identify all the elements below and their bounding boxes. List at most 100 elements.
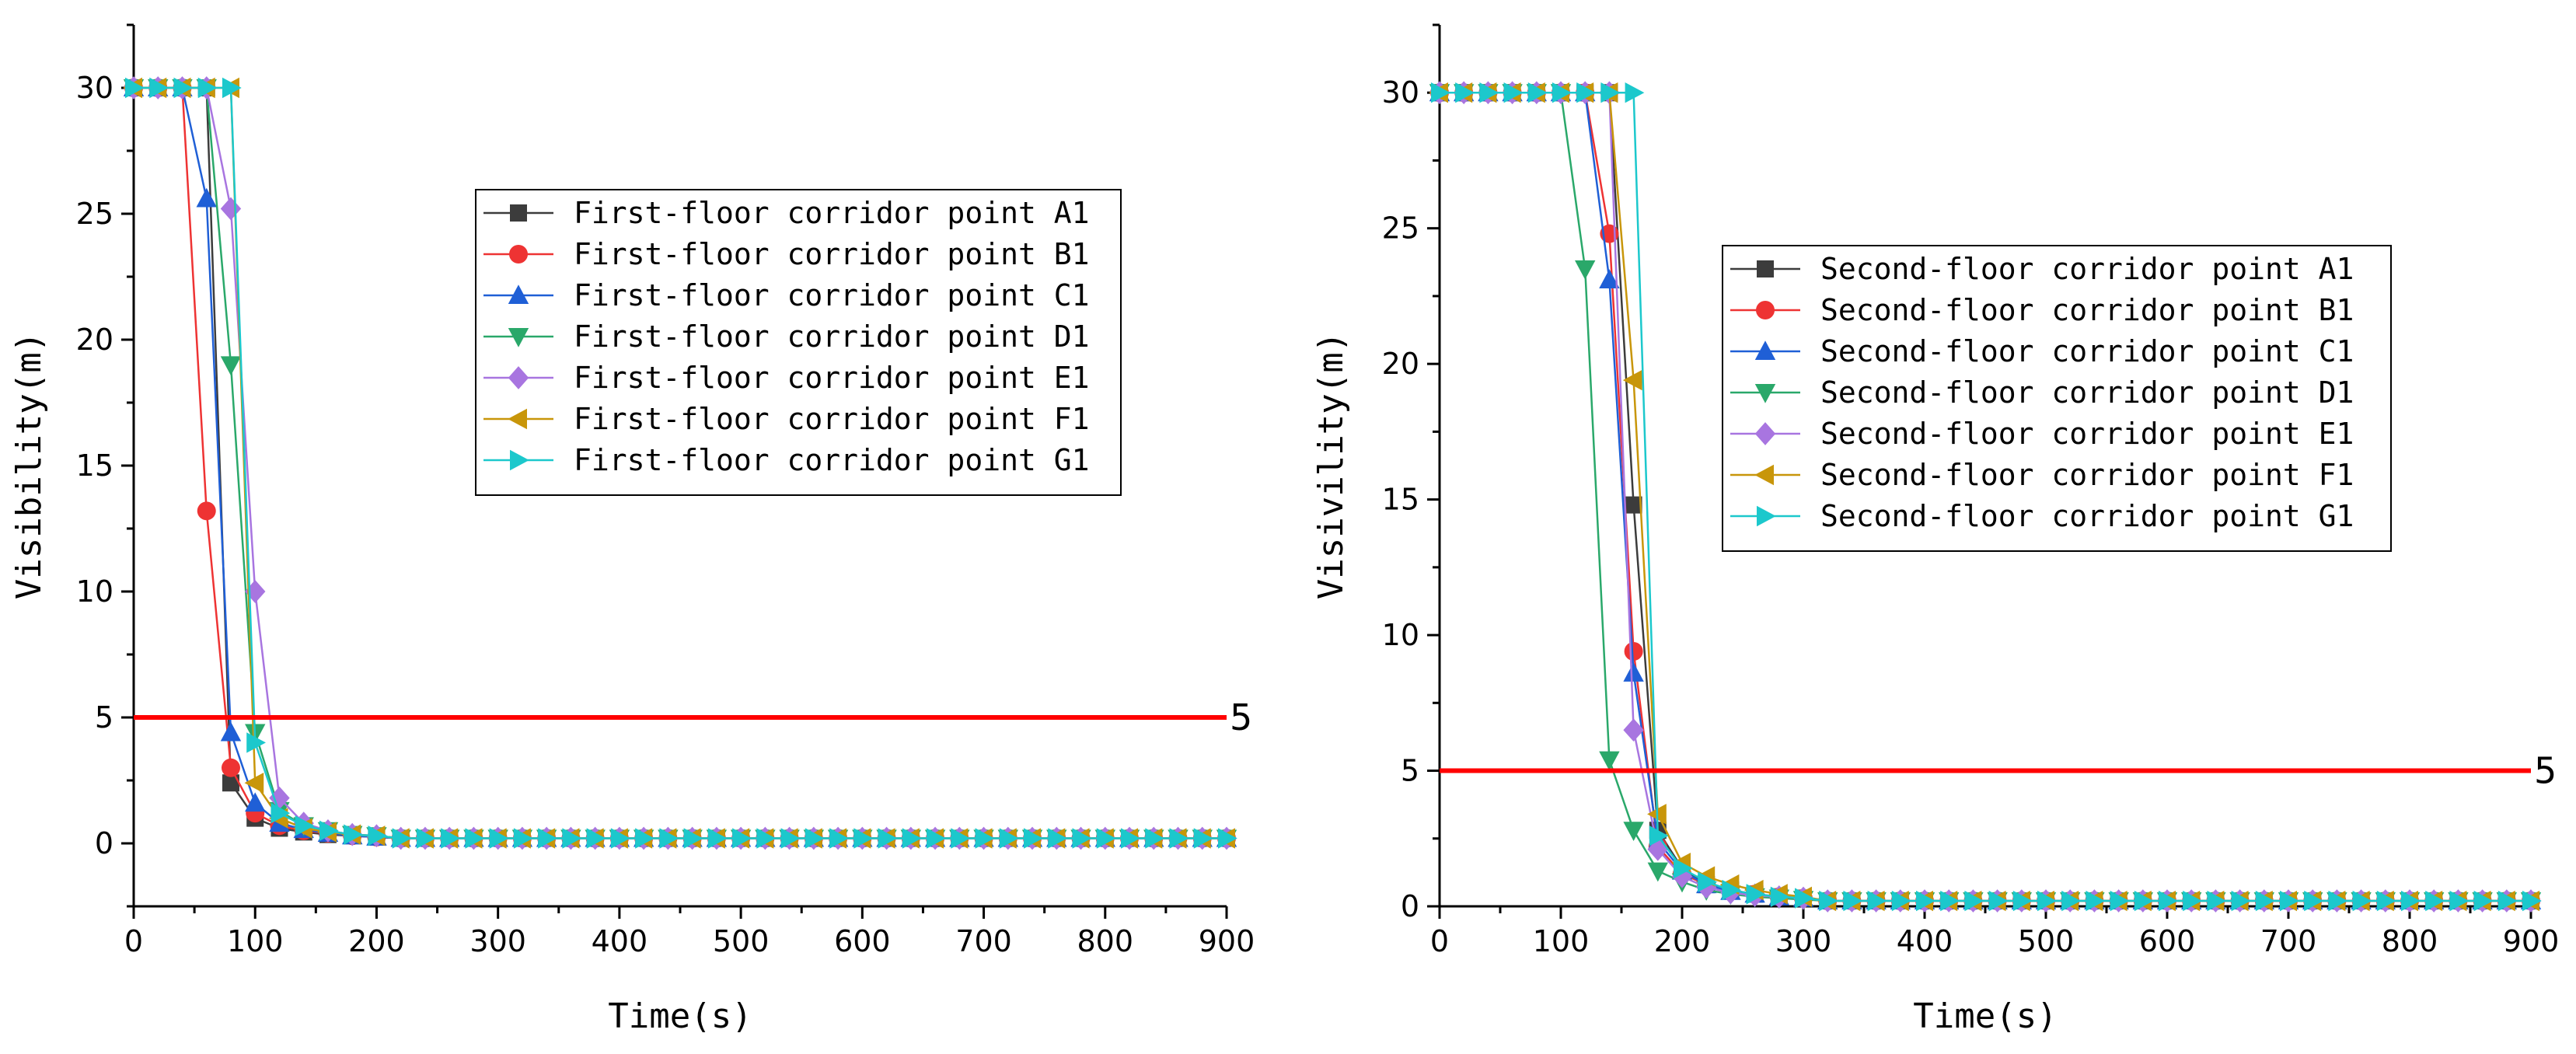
data-point [1575,260,1596,280]
data-point [829,828,849,849]
legend-marker [1756,301,1775,319]
legend-marker [510,449,529,471]
data-point [1940,890,1960,912]
data-point [513,828,533,849]
legend-label: First-floor corridor point E1 [574,361,1089,395]
y-tick-label: 5 [1401,754,1419,788]
data-point [2061,890,2081,912]
x-tick-label: 200 [1654,924,1711,958]
series-triangle-right [125,77,1237,849]
data-point [683,828,703,849]
data-point [1218,828,1237,849]
data-point [1121,828,1140,849]
data-point [1916,890,1935,912]
legend-item: Second-floor corridor point D1 [1730,375,2354,410]
data-point [1576,82,1596,103]
data-point [1431,82,1450,103]
y-tick-label: 0 [95,826,113,860]
data-point [1623,718,1644,742]
legend-item: First-floor corridor point D1 [483,319,1089,354]
data-point [1455,82,1475,103]
y-tick-label: 20 [1382,347,1419,381]
x-tick-label: 600 [2139,924,2196,958]
data-point [2425,890,2445,912]
data-point [1891,890,1911,912]
data-point [1988,890,2009,912]
x-tick-label: 400 [592,924,648,958]
y-tick-label: 30 [76,71,113,105]
data-point [222,77,242,99]
series-triangle-right [1431,82,2542,912]
y-axis-title: Visibility(m) [9,332,49,599]
legend-item: First-floor corridor point E1 [483,361,1089,395]
data-point [999,828,1019,849]
legend-marker [510,204,527,222]
legend-item: First-floor corridor point F1 [483,402,1089,436]
data-point [222,774,239,792]
data-point [1623,662,1644,682]
legend-marker [508,408,527,430]
data-point [1964,890,1984,912]
data-point [635,828,654,849]
data-point [1624,642,1643,661]
data-point [1674,857,1693,879]
chart-first-floor: 0 100 200 300 400 500 600 700 800 900 0 5 10 15 20 25 30… [9,23,1255,1036]
data-point [220,197,242,221]
data-point [1649,825,1669,846]
data-point [538,828,557,849]
data-point [1503,82,1524,103]
y-tick-label: 15 [1382,483,1419,517]
data-point [2401,890,2421,912]
data-point [1746,884,1766,905]
y-tick-label: 30 [1382,75,1419,110]
data-point [125,77,145,99]
data-point [197,501,216,521]
x-tick-label: 200 [348,924,405,958]
data-point [2449,890,2470,912]
legend-item: Second-floor corridor point F1 [1730,458,2354,492]
data-point [1622,369,1642,391]
legend-marker [1754,422,1776,445]
data-point [1867,890,1887,912]
threshold-label: 5 [1230,696,1252,738]
data-point [244,773,264,794]
data-point [2522,890,2542,912]
x-tick-label: 0 [124,924,143,958]
legend-marker [1754,340,1776,360]
x-tick-label: 400 [1897,924,1953,958]
data-point [927,828,946,849]
legend: Second-floor corridor point A1 Second-flo… [1722,245,2392,552]
data-point [319,820,339,841]
legend-item: Second-floor corridor point E1 [1730,417,2354,451]
data-point [2207,890,2227,912]
x-axis-title: Time(s) [1913,996,2057,1036]
data-point [220,721,242,742]
y-tick-label: 15 [76,448,113,483]
legend-label: First-floor corridor point B1 [574,237,1089,271]
data-point [489,828,509,849]
data-point [2352,890,2372,912]
legend-marker [508,328,529,347]
data-point [1625,82,1645,103]
legend-label: First-floor corridor point C1 [574,278,1089,312]
legend-item: Second-floor corridor point A1 [1730,252,2354,286]
y-tick-label: 10 [1382,618,1419,652]
x-tick-label: 500 [713,924,770,958]
x-tick-label: 300 [1775,924,1832,958]
data-point [659,828,679,849]
x-tick-label: 900 [1199,924,1255,958]
data-point [344,824,363,845]
data-point [805,828,825,849]
data-point [878,828,898,849]
data-point [1671,864,1693,888]
data-point [1599,269,1620,288]
data-point [271,802,291,824]
x-tick-label: 700 [2260,924,2317,958]
legend-box [475,189,1122,496]
data-point [1599,751,1620,771]
data-point [1072,828,1092,849]
data-point [1479,82,1499,103]
chart-second-floor: 0 100 200 300 400 500 600 700 800 900 0 5 10 15 20 25 30… [1311,23,2559,1036]
legend-label: First-floor corridor point D1 [574,319,1089,354]
